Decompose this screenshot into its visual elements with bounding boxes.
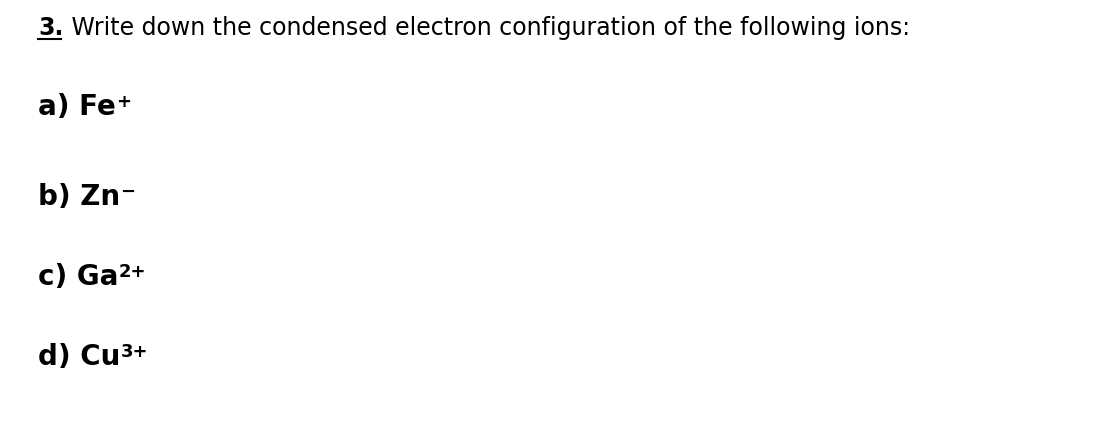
- Text: a) Fe: a) Fe: [38, 93, 116, 121]
- Text: −: −: [120, 183, 136, 201]
- Text: +: +: [116, 93, 131, 111]
- Text: 3+: 3+: [120, 343, 148, 361]
- Text: 2+: 2+: [118, 263, 146, 281]
- Text: b) Zn: b) Zn: [38, 183, 120, 211]
- Text: 3.: 3.: [38, 16, 63, 40]
- Text: d) Cu: d) Cu: [38, 343, 120, 371]
- Text: c) Ga: c) Ga: [38, 263, 118, 291]
- Text: Write down the condensed electron configuration of the following ions:: Write down the condensed electron config…: [65, 16, 910, 40]
